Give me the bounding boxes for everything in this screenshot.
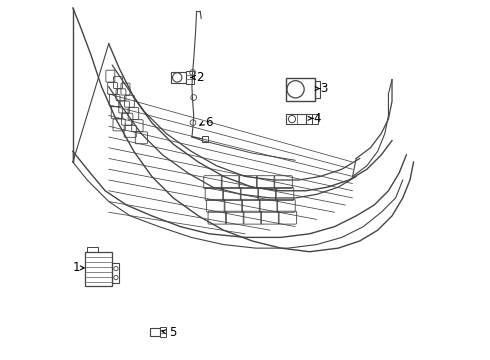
Text: 3: 3 xyxy=(320,82,328,95)
Text: 2: 2 xyxy=(196,71,204,84)
Bar xyxy=(160,327,167,337)
Bar xyxy=(85,252,112,286)
Text: 1: 1 xyxy=(73,261,80,274)
Bar xyxy=(172,72,186,83)
Bar xyxy=(202,136,208,141)
Bar xyxy=(87,247,98,252)
Text: 6: 6 xyxy=(205,116,212,129)
Bar xyxy=(286,114,306,125)
Bar xyxy=(306,114,313,125)
Bar xyxy=(112,263,120,283)
Bar xyxy=(186,71,194,84)
Bar xyxy=(315,81,320,98)
Bar xyxy=(150,328,160,336)
Bar xyxy=(286,78,315,101)
Text: 4: 4 xyxy=(313,112,320,125)
Text: 5: 5 xyxy=(169,325,176,338)
Bar xyxy=(313,114,318,125)
